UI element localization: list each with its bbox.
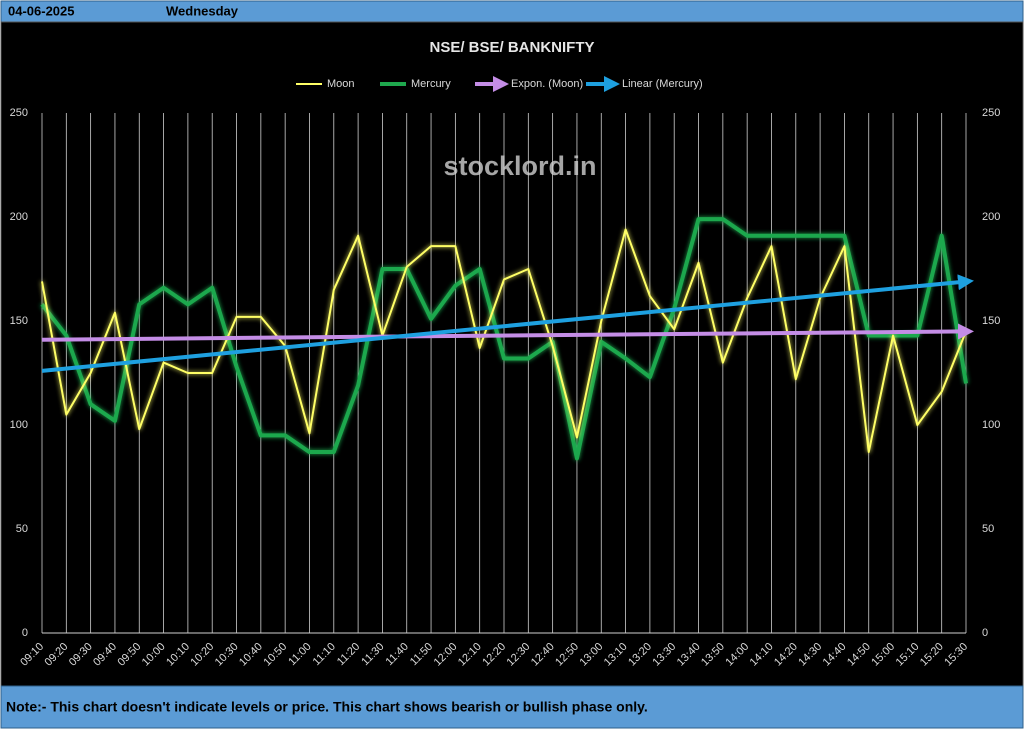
series-line xyxy=(40,217,968,461)
legend-label: Expon. (Moon) xyxy=(511,78,583,90)
y-tick-label: 250 xyxy=(10,107,28,119)
y2-tick-label: 50 xyxy=(982,523,994,535)
legend-label: Mercury xyxy=(411,78,451,90)
y2-tick-label: 100 xyxy=(982,419,1000,431)
series-line xyxy=(41,228,967,454)
y-tick-label: 200 xyxy=(10,211,28,223)
legend-label: Moon xyxy=(327,78,355,90)
y-tick-label: 50 xyxy=(16,523,28,535)
trend-line xyxy=(41,323,974,342)
y-tick-label: 0 xyxy=(22,627,28,639)
trend-line xyxy=(41,274,974,373)
y2-tick-label: 200 xyxy=(982,211,1000,223)
footer-bar xyxy=(0,685,1024,729)
y2-tick-label: 0 xyxy=(982,627,988,639)
y2-tick-label: 150 xyxy=(982,315,1000,327)
y-tick-label: 100 xyxy=(10,419,28,431)
header-bar xyxy=(0,0,1024,23)
date: 04-06-2025 xyxy=(8,3,75,18)
chart-title: NSE/ BSE/ BANKNIFTY xyxy=(429,39,594,56)
y-tick-label: 150 xyxy=(10,315,28,327)
y2-tick-label: 250 xyxy=(982,107,1000,119)
weekday: Wednesday xyxy=(166,3,239,18)
watermark: stocklord.in xyxy=(443,151,596,181)
legend-label: Linear (Mercury) xyxy=(622,78,703,90)
chart-area xyxy=(0,21,1024,687)
footer-note: Note:- This chart doesn't indicate level… xyxy=(6,699,648,715)
